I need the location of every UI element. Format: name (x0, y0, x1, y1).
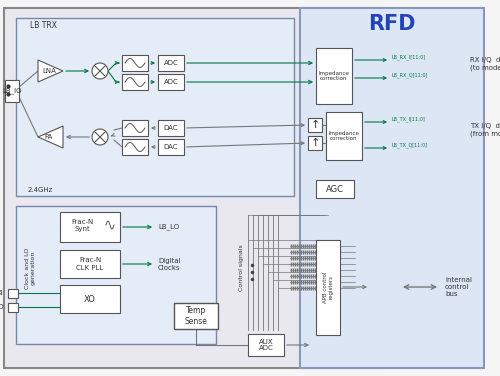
Bar (122, 55, 148, 71)
Text: LB_RX_Q[11:0]: LB_RX_Q[11:0] (392, 72, 428, 78)
Text: XO: XO (0, 304, 4, 310)
Text: LB_TX_Q[11:0]: LB_TX_Q[11:0] (392, 142, 428, 148)
Bar (308, 136, 322, 150)
Bar (158, 74, 184, 90)
Bar (158, 120, 184, 136)
Bar (158, 139, 184, 155)
Text: LB TRX: LB TRX (30, 21, 57, 30)
Bar (5, 80, 19, 102)
Text: LNA: LNA (42, 68, 56, 74)
Text: LB_IO: LB_IO (2, 88, 21, 94)
Bar (158, 55, 184, 71)
Text: AGC: AGC (326, 185, 344, 194)
Text: Frac-N
Synt: Frac-N Synt (71, 218, 93, 232)
Bar (326, 112, 362, 160)
Text: DAC: DAC (164, 144, 178, 150)
Text: PA: PA (45, 134, 53, 140)
Text: Impedance
correction: Impedance correction (318, 71, 350, 81)
Bar (16, 18, 294, 196)
Text: Frac-N
CLK PLL: Frac-N CLK PLL (76, 258, 104, 270)
Text: Temp
Sense: Temp Sense (184, 306, 208, 326)
Bar (316, 180, 354, 198)
Text: LB_RX_I[11:0]: LB_RX_I[11:0] (392, 54, 426, 60)
Polygon shape (38, 60, 63, 82)
Bar (316, 240, 340, 335)
Bar (316, 48, 352, 104)
Polygon shape (38, 126, 63, 148)
Text: ↑: ↑ (310, 138, 320, 148)
Text: 2.4GHz: 2.4GHz (28, 187, 53, 193)
Text: ADC: ADC (164, 79, 178, 85)
Bar (174, 303, 218, 329)
Circle shape (92, 63, 108, 79)
Text: XO: XO (84, 294, 96, 303)
Text: ADC: ADC (164, 60, 178, 66)
Text: DAC: DAC (164, 125, 178, 131)
Bar (8, 303, 18, 312)
Bar (60, 250, 120, 278)
Text: Control signals: Control signals (240, 245, 244, 291)
Bar (16, 206, 216, 344)
Text: APB control
registers: APB control registers (322, 271, 334, 303)
Text: ↑: ↑ (310, 120, 320, 130)
Bar (122, 139, 148, 155)
Bar (122, 74, 148, 90)
Text: LB_TX_I[11:0]: LB_TX_I[11:0] (392, 116, 426, 122)
Text: Clock and LO
generation: Clock and LO generation (24, 247, 36, 289)
Text: AUX
ADC: AUX ADC (258, 338, 274, 352)
Bar (60, 212, 120, 242)
Text: TX I/Q  data
(from modem): TX I/Q data (from modem) (470, 123, 500, 137)
Text: Impedance
correction: Impedance correction (328, 130, 360, 141)
Text: LB_LO: LB_LO (158, 224, 179, 230)
Text: RX I/Q  data
(to modem): RX I/Q data (to modem) (470, 57, 500, 71)
Bar (308, 118, 322, 132)
Bar (300, 8, 484, 368)
Bar (8, 289, 18, 298)
Circle shape (92, 129, 108, 145)
Text: internal
control
bus: internal control bus (445, 277, 472, 297)
Text: Digital
Clocks: Digital Clocks (158, 258, 180, 270)
Bar (248, 334, 284, 356)
Bar (60, 285, 120, 313)
Text: RFD: RFD (368, 14, 416, 34)
Bar (4, 8, 384, 368)
Text: XI: XI (0, 290, 4, 296)
Bar (122, 120, 148, 136)
